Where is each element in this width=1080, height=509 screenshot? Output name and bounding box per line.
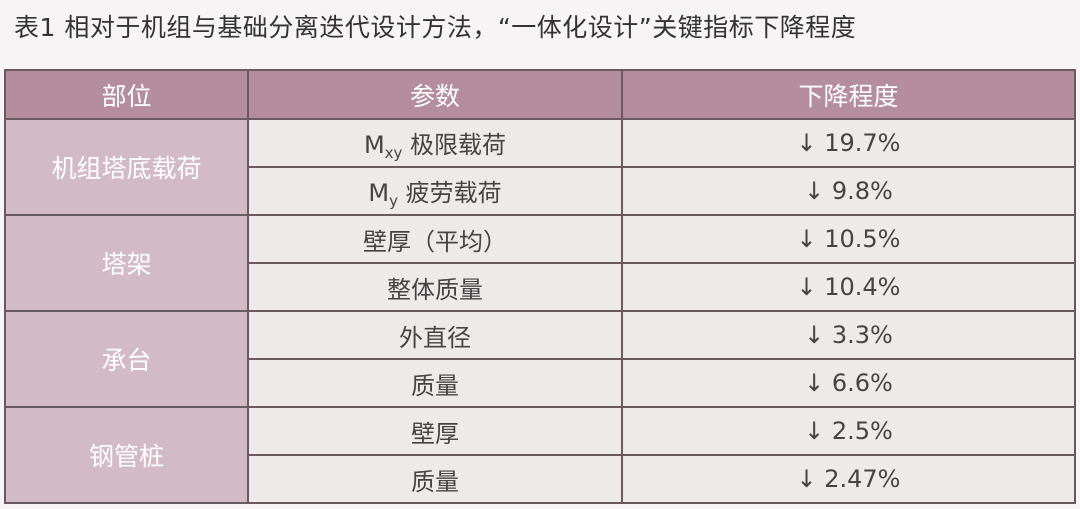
part-cell: 塔架 [4, 214, 249, 312]
header-param: 参数 [247, 69, 623, 120]
header-part: 部位 [4, 69, 249, 120]
param-cell: 壁厚（平均） [247, 214, 623, 264]
param-cell: 质量 [247, 454, 623, 504]
param-cell: My 疲劳载荷 [247, 166, 623, 216]
table-row: 钢管桩 壁厚 ↓ 2.5% [4, 406, 1076, 504]
param-text: 极限载荷 [402, 130, 507, 159]
table-row: 承台 外直径 ↓ 3.3% [4, 310, 1076, 408]
table-row: 机组塔底载荷 Mxy 极限载荷 ↓ 19.7% [4, 118, 1076, 216]
part-cell: 承台 [4, 310, 249, 408]
table-row: My 疲劳载荷 ↓ 9.8% [5, 166, 1076, 216]
value-cell: ↓ 6.6% [621, 358, 1076, 408]
param-cell: 外直径 [247, 310, 623, 360]
param-cell: Mxy 极限载荷 [247, 118, 623, 168]
table-row: 整体质量 ↓ 10.4% [5, 262, 1076, 312]
value-cell: ↓ 2.5% [621, 406, 1076, 456]
table-title: 表1 相对于机组与基础分离迭代设计方法，“一体化设计”关键指标下降程度 [14, 13, 857, 42]
param-subscript: y [389, 191, 398, 210]
table-row: 塔架 壁厚（平均） ↓ 10.5% [4, 214, 1076, 312]
value-cell: ↓ 10.5% [621, 214, 1076, 264]
param-cell: 质量 [247, 358, 623, 408]
table-row: 质量 ↓ 6.6% [5, 358, 1076, 408]
value-cell: ↓ 10.4% [621, 262, 1076, 312]
value-cell: ↓ 3.3% [621, 310, 1076, 360]
table-row: 质量 ↓ 2.47% [5, 454, 1076, 504]
value-cell: ↓ 19.7% [621, 118, 1076, 168]
header-reduction: 下降程度 [621, 69, 1076, 120]
param-symbol: M [368, 178, 390, 207]
reduction-table: 部位 参数 下降程度 机组塔底载荷 Mxy 极限载荷 ↓ 19.7% My 疲劳… [4, 69, 1076, 504]
param-cell: 壁厚 [247, 406, 623, 456]
value-cell: ↓ 9.8% [621, 166, 1076, 216]
part-cell: 机组塔底载荷 [4, 118, 249, 216]
header-row: 部位 参数 下降程度 [4, 69, 1076, 120]
param-subscript: xy [384, 143, 403, 162]
value-cell: ↓ 2.47% [621, 454, 1076, 504]
param-symbol: M [363, 130, 385, 159]
param-cell: 整体质量 [247, 262, 623, 312]
param-text: 疲劳载荷 [397, 178, 502, 207]
part-cell: 钢管桩 [4, 406, 249, 504]
